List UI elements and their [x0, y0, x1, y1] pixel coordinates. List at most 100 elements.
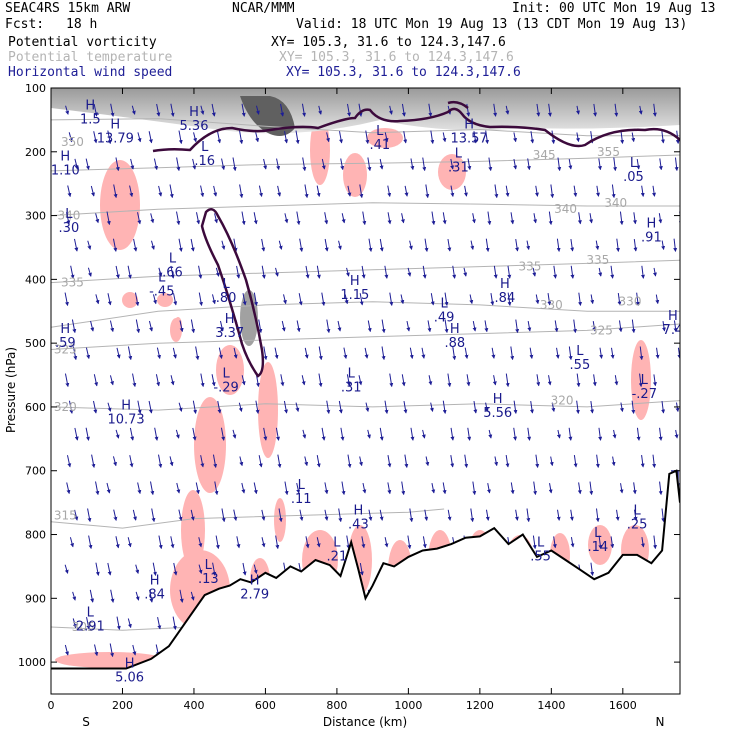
wind-vector [106, 482, 111, 494]
pv-extremum-value: .31 [341, 380, 362, 395]
wind-vector [466, 374, 471, 387]
wind-vector [549, 456, 554, 467]
pv-extremum-value: .30 [59, 221, 80, 236]
wind-vector [513, 158, 518, 170]
wind-vector [442, 482, 447, 495]
pv-extremum-value: .84 [144, 588, 165, 603]
wind-vector [71, 319, 77, 334]
theta-label: 320 [54, 400, 77, 414]
pv-extremum-low: L [201, 140, 209, 155]
wind-vector [299, 509, 304, 521]
pv-extremum-low: L [440, 296, 448, 311]
pv2-contour-small [447, 100, 469, 109]
wind-vector [87, 240, 92, 250]
wind-vector [299, 238, 304, 252]
wind-vector [221, 158, 226, 171]
pv-extremum-low: L [65, 207, 73, 222]
wind-vector [93, 374, 99, 387]
wind-vector [132, 373, 137, 388]
wind-vector [471, 213, 476, 224]
wind-vector [358, 103, 363, 117]
stratosphere-shading [51, 88, 680, 346]
pv-shade-3 [122, 292, 138, 308]
wind-vector [232, 429, 237, 439]
wind-vector [129, 185, 134, 198]
wind-vectors [64, 103, 680, 685]
wind-vector [379, 509, 384, 521]
pv-extremum-high: H [450, 322, 460, 337]
wind-vector [198, 564, 203, 574]
pv-extremum-low: L [333, 536, 341, 551]
wind-vector [660, 131, 665, 144]
wind-vector [536, 103, 541, 117]
wind-vector [221, 508, 226, 523]
wind-vector [598, 267, 603, 277]
wind-vector [107, 293, 112, 306]
wind-vector [255, 105, 260, 115]
wind-vector [179, 320, 184, 333]
wind-vector [421, 347, 426, 359]
wind-vector [447, 509, 452, 521]
wind-vector [387, 482, 392, 495]
wind-vector [569, 509, 574, 521]
wind-vector [578, 292, 583, 307]
wind-vector [69, 537, 75, 548]
wind-vector [505, 455, 510, 468]
wind-vector [66, 482, 71, 495]
wind-vector [639, 346, 644, 361]
wind-vector [361, 265, 366, 279]
pv-extremum-value: 5.06 [115, 671, 144, 686]
wind-vector [384, 400, 389, 414]
wind-vector [85, 158, 90, 171]
wind-vector [652, 267, 657, 277]
pv-extremum-value: .41 [369, 138, 390, 153]
wind-vector [536, 374, 541, 387]
pv-extremum-low: L [87, 606, 95, 621]
wind-vector [422, 265, 427, 279]
wind-vector [233, 509, 238, 521]
wind-vector [598, 535, 603, 550]
wind-vector [400, 213, 405, 224]
wind-vector [640, 185, 645, 197]
wind-vector [505, 105, 510, 115]
wind-vector [652, 185, 657, 197]
wind-vector [367, 320, 372, 333]
wind-vector [575, 132, 580, 143]
wind-vector [152, 294, 157, 305]
wind-vector [283, 400, 288, 414]
wind-vector [200, 455, 205, 468]
wind-vector [150, 481, 155, 496]
wind-vector [424, 509, 429, 521]
field-name-pv: Potential vorticity [8, 35, 157, 50]
y-tick-label: 100 [25, 82, 46, 95]
wind-vector [200, 185, 205, 198]
wind-vector [137, 400, 142, 414]
wind-vector [611, 184, 616, 199]
wind-vector [658, 427, 663, 441]
wind-vector [535, 294, 540, 305]
pv-extremum-value: 2.79 [240, 588, 269, 603]
wind-vector [463, 267, 468, 277]
wind-vector [507, 265, 512, 279]
wind-vector [547, 103, 552, 117]
wind-vector [570, 537, 575, 548]
wind-vector [304, 347, 309, 359]
wind-vector [346, 374, 351, 387]
wind-vector [87, 267, 92, 277]
theta-label: 345 [533, 148, 556, 162]
pv-extremum-high: H [354, 504, 364, 519]
wind-vector [112, 456, 117, 467]
pv-extremum-low: L [537, 536, 545, 551]
wind-vector [178, 238, 183, 252]
wind-vector [387, 212, 392, 225]
wind-vector [274, 347, 279, 360]
wind-vector [535, 454, 540, 469]
wind-vector [263, 158, 268, 170]
wind-vector [505, 185, 510, 197]
wind-vector [258, 319, 263, 334]
pv-extremum-low: L [348, 366, 356, 381]
wind-vector [389, 373, 394, 388]
wind-vector [384, 265, 389, 279]
wind-vector [534, 185, 539, 197]
wind-vector [553, 265, 558, 279]
